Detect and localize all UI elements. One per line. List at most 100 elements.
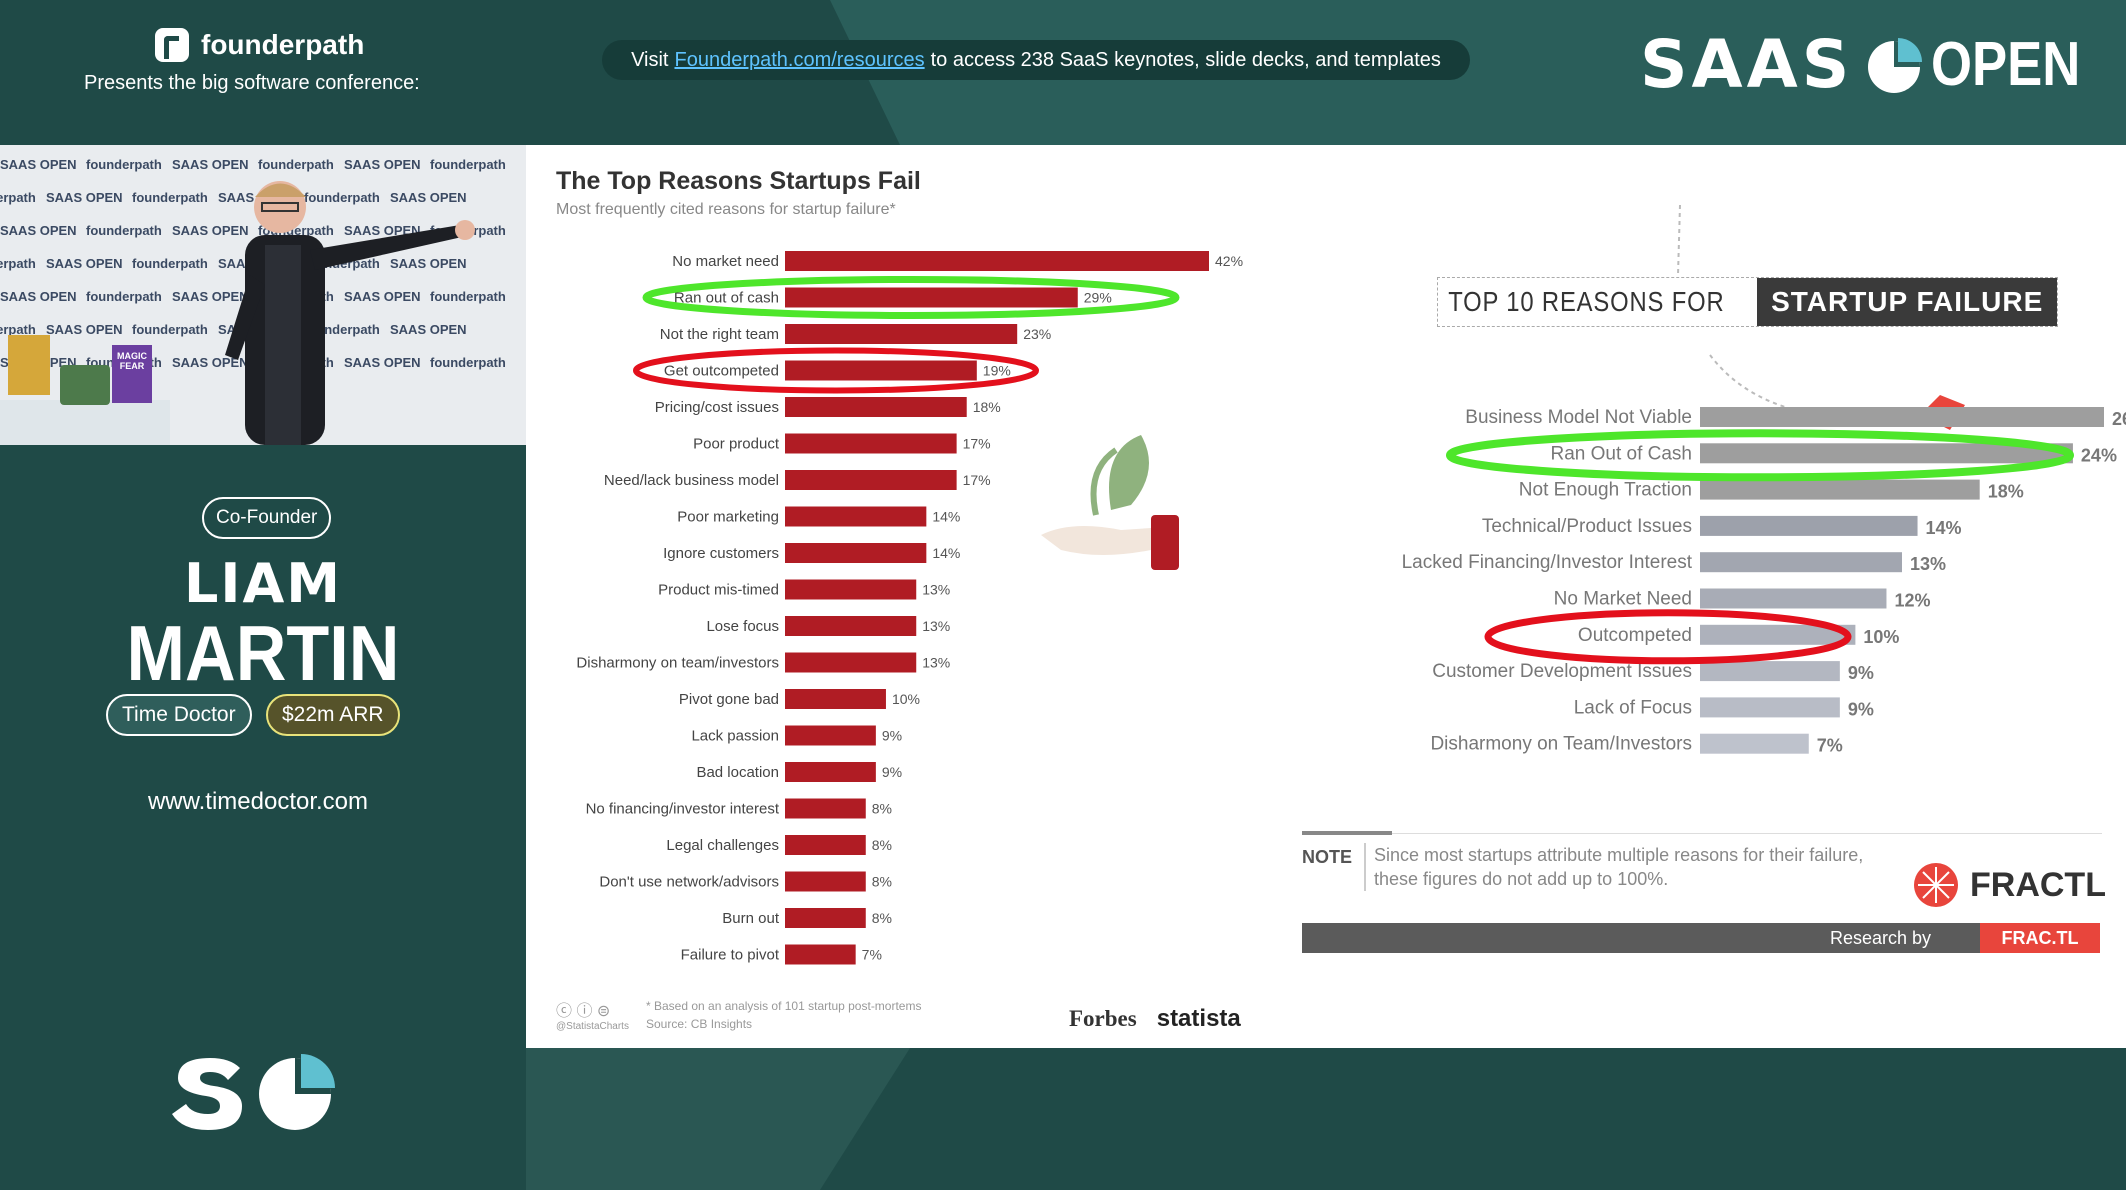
forbes-logo: Forbes: [1069, 1006, 1137, 1031]
backdrop-tile: founderpath: [0, 190, 36, 205]
backdrop-tile: SAAS OPEN: [344, 223, 421, 238]
statista-bar: [785, 397, 967, 417]
fractl-bar: [1700, 624, 1856, 645]
backdrop-tile: SAAS OPEN: [344, 355, 421, 370]
footnote-analysis: * Based on an analysis of 101 startup po…: [646, 999, 922, 1013]
backdrop-tile: founderpath: [86, 289, 162, 304]
speaker-figure: [225, 181, 475, 445]
fractl-bar: [1700, 407, 2104, 427]
founderpath-icon: [155, 28, 189, 62]
statista-category-label: Product mis-timed: [658, 582, 779, 599]
fractl-category-label: Not Enough Traction: [1519, 480, 1692, 501]
fractl-category-label: Lacked Financing/Investor Interest: [1402, 552, 1693, 573]
statista-category-label: Pivot gone bad: [679, 691, 779, 708]
statista-category-label: Ignore customers: [663, 545, 779, 562]
statista-bar: [785, 944, 856, 965]
research-bar: [1302, 923, 2100, 953]
fractl-note: NOTE Since most startups attribute multi…: [1302, 843, 2102, 891]
red-highlight-circle: [1484, 609, 1852, 665]
backdrop-tile: founderpath: [132, 190, 208, 205]
footnote-source: Source: CB Insights: [646, 1017, 753, 1031]
statista-bar: [785, 762, 876, 782]
fractl-chart-panel: TOP 10 REASONS FOR STARTUP FAILURE Busin…: [1280, 145, 2126, 1048]
open-logo-text: OPEN: [1931, 30, 2081, 99]
founderpath-logo[interactable]: founderpath: [155, 28, 364, 62]
statista-value-label: 10%: [892, 691, 920, 707]
fractl-value-label: 9%: [1848, 699, 1874, 719]
fractl-value-label: 10%: [1863, 627, 1899, 647]
statista-category-label: Poor marketing: [677, 509, 779, 526]
statista-value-label: 8%: [872, 910, 892, 926]
arr-badge: $22m ARR: [266, 694, 400, 736]
statista-value-label: 13%: [922, 618, 950, 634]
backdrop-tile: SAAS OPEN: [172, 157, 249, 172]
statista-credit-text: @StatistaCharts: [556, 1021, 629, 1032]
statista-footnote: * Based on an analysis of 101 startup po…: [646, 997, 921, 1033]
speaker-video[interactable]: SAAS OPEN founderpath SAAS OPEN founderpath…: [0, 145, 526, 445]
backdrop-tile: SAAS OPEN: [390, 322, 467, 337]
resources-link[interactable]: Founderpath.com/resources: [674, 48, 925, 71]
fractl-bar-chart: Business Model Not Viable 26% Ran Out of C…: [1402, 407, 2126, 756]
statista-category-label: Lose focus: [706, 618, 779, 635]
statista-value-label: 14%: [932, 509, 960, 525]
statista-value-label: 13%: [922, 582, 950, 598]
backdrop-tile: SAAS OPEN: [344, 289, 421, 304]
backdrop-tile: founderpath: [258, 157, 334, 172]
red-highlight-circle: [633, 347, 1039, 394]
backdrop-tile: SAAS OPEN: [172, 223, 249, 238]
speaker-first-name: LIAM: [183, 552, 343, 615]
statista-category-label: Bad location: [696, 764, 779, 781]
statista-category-label: Lack passion: [691, 728, 779, 745]
fractl-value-label: 12%: [1894, 591, 1930, 611]
backdrop-tile: founderpath: [132, 256, 208, 271]
fractl-value-label: 9%: [1848, 663, 1874, 683]
fractl-bar: [1700, 479, 1980, 500]
sc-logo-icon: [172, 1054, 335, 1130]
statista-chart-panel: The Top Reasons Startups Fail Most frequ…: [526, 145, 1280, 1048]
backdrop-tile: founderpath: [430, 157, 506, 172]
statista-bar: [785, 798, 866, 819]
fractl-value-label: 14%: [1926, 518, 1962, 538]
statista-value-label: 42%: [1215, 253, 1243, 269]
statista-bar: [785, 616, 917, 636]
statista-bar: [785, 470, 957, 490]
statista-bar: [785, 871, 866, 892]
green-highlight-circle: [1446, 429, 2074, 482]
speaker-website[interactable]: www.timedoctor.com: [147, 788, 369, 815]
backdrop-tile: SAAS OPEN: [172, 355, 249, 370]
presents-text: Presents the big software conference:: [84, 72, 420, 94]
backdrop-tile: SAAS OPEN: [46, 322, 123, 337]
magic-fear-book: MAGIC FEAR: [112, 345, 152, 403]
fractl-bar: [1700, 661, 1840, 682]
statista-bar-chart: No market need 42% Ran out of cash 29% Not t…: [576, 251, 1243, 965]
fractl-category-label: Ran Out of Cash: [1550, 443, 1692, 464]
fractl-value-label: 26%: [2112, 409, 2126, 429]
backdrop-tile: SAAS OPEN: [0, 223, 77, 238]
fractl-value-label: 24%: [2081, 445, 2117, 465]
statista-value-label: 8%: [872, 874, 892, 890]
statista-category-label: Burn out: [722, 910, 780, 927]
note-rule: [1392, 833, 2102, 834]
statista-value-label: 8%: [872, 801, 892, 817]
statista-bar: [785, 579, 917, 600]
backdrop-tile: founderpath: [86, 157, 162, 172]
backdrop-tile: founderpath: [0, 322, 36, 337]
backdrop-tile: founderpath: [304, 190, 380, 205]
backdrop-tile: founderpath: [0, 256, 36, 271]
presentation-slide: The Top Reasons Startups Fail Most frequ…: [526, 145, 2126, 1048]
speaker-last-name: MARTIN: [126, 609, 400, 697]
fractl-category-label: Technical/Product Issues: [1482, 516, 1692, 537]
statista-bar: [785, 433, 957, 454]
research-tag: FRAC.TL: [1980, 923, 2100, 953]
snowflake-icon: [1914, 863, 1958, 907]
backdrop-tile: SAAS OPEN: [46, 190, 123, 205]
statista-value-label: 9%: [882, 728, 902, 744]
fractl-logo: FRACTL: [1912, 861, 2106, 909]
statista-bar: [785, 506, 927, 527]
statista-bar: [785, 908, 866, 928]
statista-value-label: 18%: [973, 399, 1001, 415]
book-stack: [8, 335, 50, 395]
fractl-category-label: No Market Need: [1554, 589, 1692, 610]
backdrop-tile: founderpath: [86, 223, 162, 238]
fractl-title-part2: STARTUP FAILURE: [1757, 278, 2058, 326]
